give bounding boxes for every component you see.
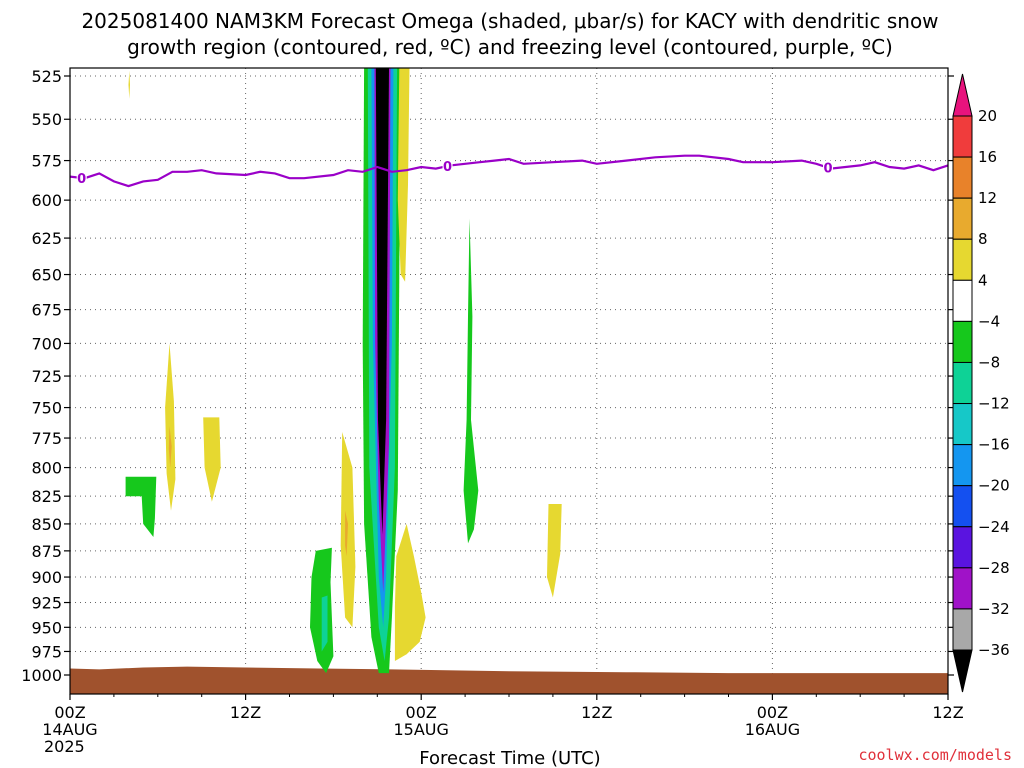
chart-title-line1: 2025081400 NAM3KM Forecast Omega (shaded… xyxy=(81,9,938,33)
colorbar-label: 16 xyxy=(978,148,997,166)
colorbar-label: 8 xyxy=(978,230,988,248)
colorbar-label: 4 xyxy=(978,271,988,289)
omega-shading xyxy=(125,68,562,674)
omega-feature xyxy=(125,476,157,537)
x-tick-label: 12Z xyxy=(581,703,612,722)
plot-background xyxy=(70,68,948,694)
x-tick-label: 14AUG xyxy=(42,720,97,739)
colorbar-swatch xyxy=(952,608,973,651)
y-tick-label: 925 xyxy=(31,594,62,613)
colorbar-swatch xyxy=(952,485,973,528)
colorbar-swatch xyxy=(952,156,973,199)
omega-feature xyxy=(397,68,410,282)
y-tick-label: 850 xyxy=(31,515,62,534)
omega-feature xyxy=(547,504,562,598)
omega-feature xyxy=(165,343,176,511)
freezing-level-label: 0 xyxy=(823,162,832,177)
freezing-label-bg xyxy=(823,160,834,175)
colorbar-label: −28 xyxy=(978,559,1010,577)
y-tick-label: 950 xyxy=(31,618,62,637)
y-tick-label: 575 xyxy=(31,152,62,171)
colorbar-swatch xyxy=(952,197,973,240)
colorbar-swatch xyxy=(952,279,973,322)
y-tick-label: 1000 xyxy=(21,666,62,685)
credit-text: coolwx.com/models xyxy=(858,746,1012,764)
colorbar-arrow-top xyxy=(952,73,973,117)
colorbar-label: −36 xyxy=(978,641,1010,659)
omega-feature xyxy=(394,523,426,661)
freezing-level-line xyxy=(69,154,949,188)
y-tick-label: 975 xyxy=(31,642,62,661)
x-axis-label: Forecast Time (UTC) xyxy=(419,748,600,768)
colorbar-swatch xyxy=(952,526,973,569)
chart-title-line2: growth region (contoured, red, ºC) and f… xyxy=(127,35,893,59)
omega-feature xyxy=(375,68,389,535)
omega-feature xyxy=(321,595,328,652)
colorbar-label: −8 xyxy=(978,353,1000,371)
colorbar-swatch xyxy=(952,567,973,610)
freezing-label-bg xyxy=(442,159,453,174)
y-tick-label: 775 xyxy=(31,429,62,448)
y-tick-label: 900 xyxy=(31,568,62,587)
colorbar-label: −4 xyxy=(978,312,1000,330)
colorbar-label: 20 xyxy=(978,107,997,125)
x-tick-label: 00Z xyxy=(54,703,85,722)
colorbar: 20 16 12 8 4 −4 −8 −12 −16 −20 −24 −28 −32 −36 xyxy=(952,73,1010,693)
colorbar-label: 12 xyxy=(978,189,997,207)
y-tick-label: 750 xyxy=(31,399,62,418)
x-tick-label: 00Z xyxy=(757,703,788,722)
terrain xyxy=(70,666,948,694)
freezing-level-label: 0 xyxy=(77,172,86,187)
y-tick-label: 825 xyxy=(31,487,62,506)
colorbar-swatch xyxy=(952,361,973,405)
x-tick-label: 00Z xyxy=(406,703,437,722)
omega-feature xyxy=(168,426,172,468)
colorbar-swatch xyxy=(952,444,973,487)
y-tick-label: 675 xyxy=(31,301,62,320)
terrain-fill xyxy=(70,666,948,694)
colorbar-arrow-bottom xyxy=(952,649,973,693)
colorbar-label: −16 xyxy=(978,436,1010,454)
colorbar-swatch xyxy=(952,403,973,446)
y-tick-label: 800 xyxy=(31,459,62,478)
freezing-label-bg xyxy=(76,170,87,185)
colorbar-label: −12 xyxy=(978,395,1010,413)
x-tick-label: 12Z xyxy=(932,703,963,722)
y-tick-label: 725 xyxy=(31,367,62,386)
freezing-level: 0 0 0 xyxy=(69,154,949,188)
colorbar-label: −20 xyxy=(978,477,1010,495)
x-tick-label: 16AUG xyxy=(745,720,800,739)
y-axis: 525 550 575 600 625 650 675 700 725 750 775 800 825 8… xyxy=(21,67,954,685)
y-tick-label: 875 xyxy=(31,542,62,561)
y-tick-label: 600 xyxy=(31,191,62,210)
freezing-level-label: 0 xyxy=(443,160,452,175)
y-tick-label: 700 xyxy=(31,334,62,353)
omega-feature xyxy=(345,510,348,557)
y-tick-label: 550 xyxy=(31,110,62,129)
omega-feature xyxy=(340,432,356,628)
y-tick-label: 625 xyxy=(31,229,62,248)
omega-feature xyxy=(463,218,479,544)
x-tick-label: 12Z xyxy=(230,703,261,722)
omega-feature xyxy=(128,70,130,99)
omega-feature xyxy=(203,417,221,502)
colorbar-swatch xyxy=(952,238,973,281)
x-tick-label: 2025 xyxy=(44,737,85,756)
colorbar-label: −24 xyxy=(978,518,1010,536)
y-tick-label: 525 xyxy=(31,67,62,86)
colorbar-label: −32 xyxy=(978,600,1010,618)
colorbar-swatch xyxy=(952,115,973,158)
x-tick-label: 15AUG xyxy=(393,720,448,739)
colorbar-swatch xyxy=(952,320,973,363)
y-tick-label: 650 xyxy=(31,266,62,285)
